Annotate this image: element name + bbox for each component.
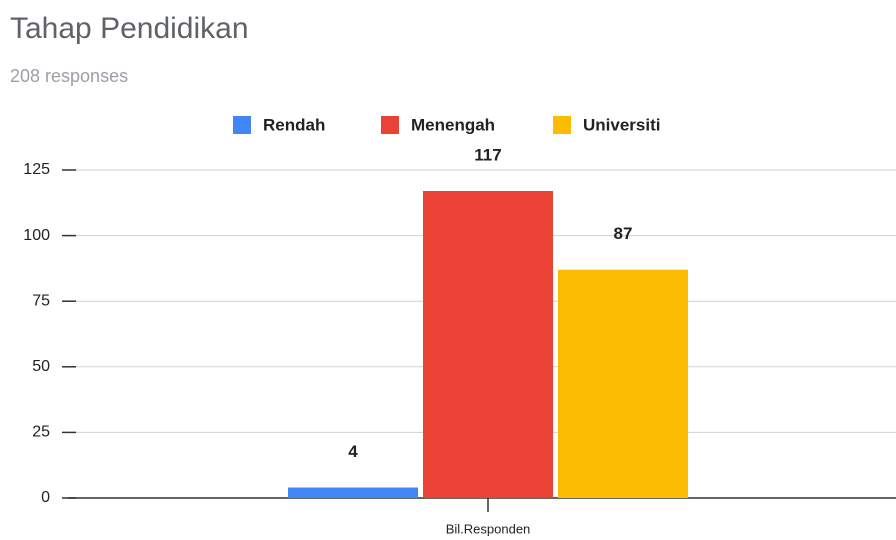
legend-label: Menengah: [411, 115, 495, 134]
y-tick-label: 25: [32, 424, 50, 441]
legend-swatch: [553, 116, 571, 134]
x-tick-label: Bil.Responden: [446, 521, 531, 536]
y-tick-label: 100: [23, 227, 50, 244]
value-label: 4: [348, 442, 358, 461]
y-tick-label: 125: [23, 161, 50, 178]
chart-title: Tahap Pendidikan: [10, 12, 249, 45]
legend-label: Universiti: [583, 115, 660, 134]
y-tick-label: 75: [32, 292, 50, 309]
value-label: 87: [614, 224, 633, 243]
bar: [423, 190, 553, 498]
legend-label: Rendah: [263, 115, 325, 134]
bar: [288, 487, 418, 498]
bar: [558, 269, 688, 498]
value-label: 117: [474, 145, 501, 164]
chart-subtitle: 208 responses: [10, 66, 128, 86]
legend-swatch: [381, 116, 399, 134]
y-tick-label: 0: [41, 489, 50, 506]
legend-swatch: [233, 116, 251, 134]
y-tick-label: 50: [32, 358, 50, 375]
